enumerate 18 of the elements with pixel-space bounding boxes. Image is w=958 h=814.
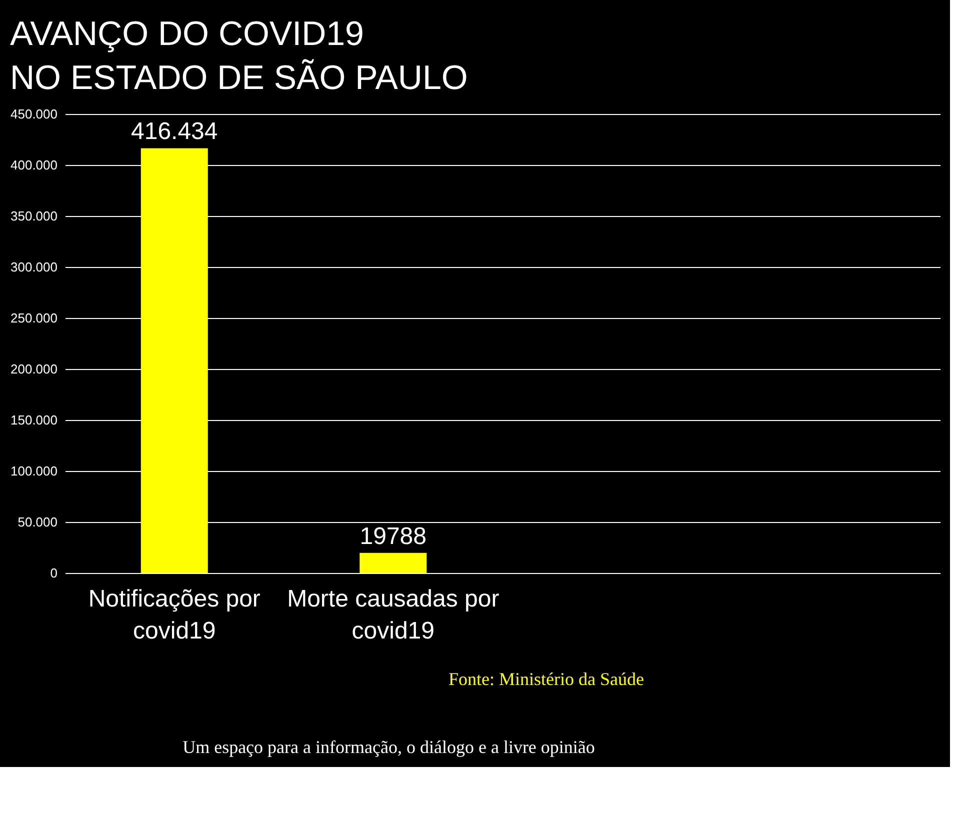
text: Um espaço para a informação, o diálogo e a livre opinião [182,737,595,757]
y-tick-label: 300.000 [10,260,58,274]
data-label: 416.434 [130,118,218,146]
y-tick-label: 0 [50,566,58,580]
y-tick-label: 400.000 [10,158,58,172]
y-tick-label: 50.000 [18,514,58,530]
source-note: Fonte: Ministério da Saúde [448,669,644,689]
y-tick-label: 450.000 [10,106,58,122]
x-tick-label: Morte causadas por covid19 [287,586,500,644]
y-tick-label: 150.000 [10,412,58,428]
y-tick-label: 200.000 [10,362,58,376]
y-tick-label: 250.000 [10,310,58,326]
x-tick-label: Notificações por covid19 [88,586,260,644]
y-tick-label: 350.000 [10,208,58,224]
text: NO ESTADO DE SÃO PAULO [10,59,468,97]
y-tick-label: 100.000 [10,464,58,478]
text: AVANÇO DO COVID19 [10,15,364,53]
data-label: 19788 [360,522,426,550]
